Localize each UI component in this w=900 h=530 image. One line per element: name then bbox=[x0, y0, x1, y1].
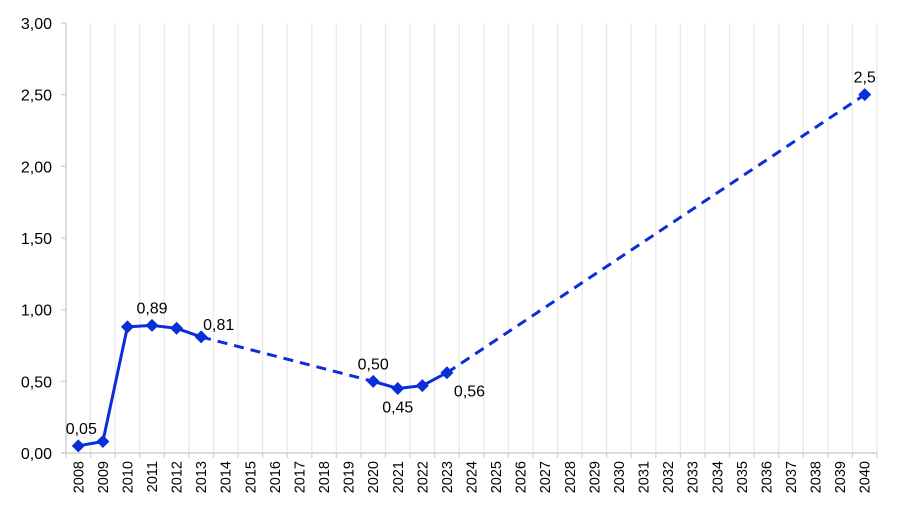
data-label: 0,81 bbox=[203, 317, 234, 334]
x-tick-label: 2038 bbox=[809, 461, 825, 493]
x-tick-label: 2017 bbox=[292, 461, 308, 493]
x-tick-label: 2014 bbox=[219, 461, 235, 493]
x-tick-label: 2039 bbox=[833, 461, 849, 493]
diamond-marker bbox=[96, 435, 110, 449]
data-label: 0,05 bbox=[66, 421, 97, 438]
data-label: 2,5 bbox=[854, 70, 876, 87]
diamond-marker bbox=[440, 366, 454, 380]
data-point-markers bbox=[71, 88, 872, 453]
y-tick-label: 3,00 bbox=[21, 16, 52, 33]
x-axis-tick-labels: 2008 2009 2010 2011 2012 2013 2014 2015 2016 2017… bbox=[71, 461, 873, 493]
x-tick-label: 2037 bbox=[784, 461, 800, 493]
x-tick-label: 2036 bbox=[759, 461, 775, 493]
x-tick-label: 2019 bbox=[342, 461, 358, 493]
x-tick-label: 2028 bbox=[563, 461, 579, 493]
x-tick-label: 2035 bbox=[735, 461, 751, 493]
x-tick-label: 2022 bbox=[415, 461, 431, 493]
x-tick-label: 2013 bbox=[194, 461, 210, 493]
y-tick-label: 2,50 bbox=[21, 88, 52, 105]
x-tick-label: 2016 bbox=[268, 461, 284, 493]
x-tick-label: 2009 bbox=[96, 461, 112, 493]
data-label: 0,89 bbox=[136, 300, 167, 317]
x-tick-label: 2026 bbox=[514, 461, 530, 493]
x-tick-label: 2032 bbox=[661, 461, 677, 493]
x-tick-label: 2030 bbox=[612, 461, 628, 493]
x-tick-label: 2033 bbox=[686, 461, 702, 493]
y-tick-label: 1,00 bbox=[21, 303, 52, 320]
diamond-marker bbox=[858, 88, 872, 102]
y-tick-label: 2,00 bbox=[21, 159, 52, 176]
axes bbox=[61, 22, 878, 458]
x-tick-label: 2031 bbox=[637, 461, 653, 493]
x-tick-label: 2029 bbox=[587, 461, 603, 493]
diamond-marker bbox=[366, 374, 380, 388]
diamond-marker bbox=[391, 382, 405, 395]
x-tick-label: 2034 bbox=[710, 461, 726, 493]
x-tick-label: 2024 bbox=[465, 461, 481, 493]
data-labels: 0,05 0,89 0,81 0,50 0,45 0,56 2,5 bbox=[66, 70, 876, 438]
x-tick-label: 2018 bbox=[317, 461, 333, 493]
vertical-gridlines bbox=[89, 23, 878, 453]
data-label: 0,56 bbox=[454, 384, 485, 401]
diamond-marker bbox=[71, 439, 85, 453]
diamond-marker bbox=[170, 321, 184, 335]
diamond-marker bbox=[145, 318, 159, 332]
x-tick-label: 2012 bbox=[170, 461, 186, 493]
x-tick-label: 2020 bbox=[366, 461, 382, 493]
data-label: 0,45 bbox=[382, 400, 413, 417]
x-tick-label: 2027 bbox=[538, 461, 554, 493]
x-tick-label: 2025 bbox=[489, 461, 505, 493]
data-label: 0,50 bbox=[358, 356, 389, 373]
y-tick-label: 0,50 bbox=[21, 374, 52, 391]
projection-dashed-line bbox=[200, 335, 374, 383]
diamond-marker bbox=[194, 330, 208, 344]
x-tick-label: 2015 bbox=[243, 461, 259, 493]
x-tick-label: 2008 bbox=[71, 461, 87, 493]
actual-solid-line bbox=[372, 371, 448, 390]
y-tick-label: 0,00 bbox=[21, 446, 52, 463]
x-tick-label: 2011 bbox=[145, 461, 161, 492]
diamond-marker bbox=[120, 320, 134, 334]
diamond-marker bbox=[415, 379, 429, 393]
y-tick-label: 1,50 bbox=[21, 231, 52, 248]
y-axis-tick-labels: 0,00 0,50 1,00 1,50 2,00 2,50 3,00 bbox=[21, 16, 52, 463]
x-tick-label: 2010 bbox=[120, 461, 136, 493]
x-tick-label: 2021 bbox=[391, 461, 407, 493]
x-tick-label: 2040 bbox=[858, 461, 874, 493]
x-tick-label: 2023 bbox=[440, 461, 456, 493]
